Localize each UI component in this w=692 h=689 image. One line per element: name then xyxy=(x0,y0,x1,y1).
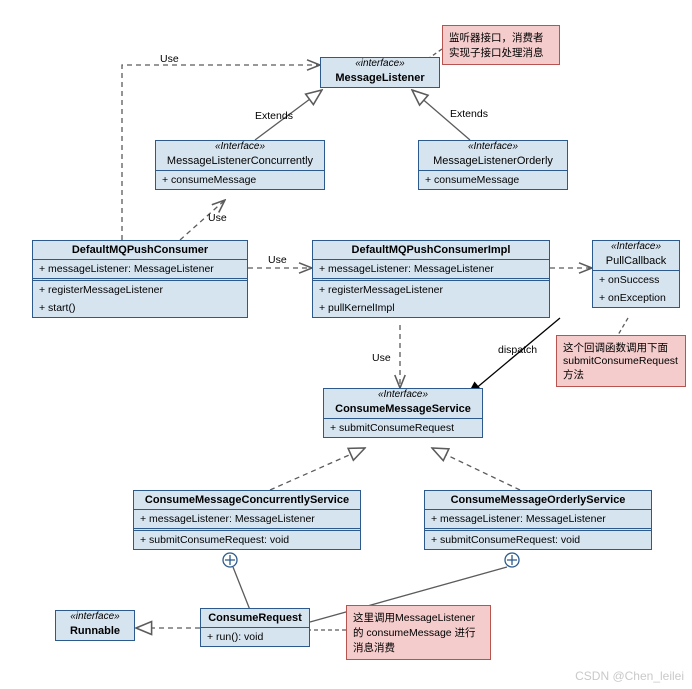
class-title: MessageListener xyxy=(321,69,439,87)
class-message-listener: «interface» MessageListener xyxy=(320,57,440,88)
method-label: + submitConsumeRequest xyxy=(324,419,482,437)
class-pull-callback: «Interface» PullCallback + onSuccess + o… xyxy=(592,240,680,308)
method-label: + onSuccess xyxy=(593,271,679,289)
edge-label-use: Use xyxy=(160,53,179,65)
class-title: MessageListenerConcurrently xyxy=(156,152,324,170)
class-title: DefaultMQPushConsumerImpl xyxy=(313,241,549,259)
edge-label-dispatch: dispatch xyxy=(498,344,537,356)
note-callback: 这个回调函数调用下面 submitConsumeRequest 方法 xyxy=(556,335,686,387)
note-text: 这里调用MessageListener 的 consumeMessage 进行消… xyxy=(353,612,476,654)
class-title: ConsumeMessageService xyxy=(324,400,482,418)
class-runnable: «interface» Runnable xyxy=(55,610,135,641)
method-label: + submitConsumeRequest: void xyxy=(134,531,360,549)
class-title: PullCallback xyxy=(593,252,679,270)
method-label: + registerMessageListener xyxy=(33,281,247,299)
class-consume-request: ConsumeRequest + run(): void xyxy=(200,608,310,647)
attr-label: + messageListener: MessageListener xyxy=(33,260,247,278)
attr-label: + messageListener: MessageListener xyxy=(313,260,549,278)
method-label: + submitConsumeRequest: void xyxy=(425,531,651,549)
method-label: + consumeMessage xyxy=(156,171,324,189)
class-title: Runnable xyxy=(56,622,134,640)
attr-label: + messageListener: MessageListener xyxy=(425,510,651,528)
stereotype-label: «Interface» xyxy=(156,141,324,152)
stereotype-label: «Interface» xyxy=(324,389,482,400)
stereotype-label: «Interface» xyxy=(419,141,567,152)
note-listener: 监听器接口，消费者实现子接口处理消息 xyxy=(442,25,560,65)
watermark: CSDN @Chen_leilei xyxy=(575,669,684,683)
edge-label-extends: Extends xyxy=(450,108,488,120)
note-text: 这个回调函数调用下面 submitConsumeRequest 方法 xyxy=(563,342,678,381)
class-consume-service: «Interface» ConsumeMessageService + subm… xyxy=(323,388,483,438)
class-title: ConsumeRequest xyxy=(201,609,309,627)
stereotype-label: «Interface» xyxy=(593,241,679,252)
stereotype-label: «interface» xyxy=(321,58,439,69)
note-text: 监听器接口，消费者实现子接口处理消息 xyxy=(449,32,544,59)
class-title: DefaultMQPushConsumer xyxy=(33,241,247,259)
class-cms-orderly: ConsumeMessageOrderlyService + messageLi… xyxy=(424,490,652,550)
stereotype-label: «interface» xyxy=(56,611,134,622)
edge-label-use: Use xyxy=(268,254,287,266)
class-push-consumer: DefaultMQPushConsumer + messageListener:… xyxy=(32,240,248,318)
method-label: + start() xyxy=(33,299,247,317)
class-title: ConsumeMessageOrderlyService xyxy=(425,491,651,509)
method-label: + consumeMessage xyxy=(419,171,567,189)
note-consume: 这里调用MessageListener 的 consumeMessage 进行消… xyxy=(346,605,491,660)
method-label: + registerMessageListener xyxy=(313,281,549,299)
class-title: MessageListenerOrderly xyxy=(419,152,567,170)
method-label: + pullKernelImpl xyxy=(313,299,549,317)
attr-label: + messageListener: MessageListener xyxy=(134,510,360,528)
method-label: + run(): void xyxy=(201,628,309,646)
class-title: ConsumeMessageConcurrentlyService xyxy=(134,491,360,509)
method-label: + onException xyxy=(593,289,679,307)
edge-label-use: Use xyxy=(372,352,391,364)
edge-label-use: Use xyxy=(208,212,227,224)
class-ml-concurrently: «Interface» MessageListenerConcurrently … xyxy=(155,140,325,190)
class-push-consumer-impl: DefaultMQPushConsumerImpl + messageListe… xyxy=(312,240,550,318)
edge-label-extends: Extends xyxy=(255,110,293,122)
class-cms-concurrently: ConsumeMessageConcurrentlyService + mess… xyxy=(133,490,361,550)
class-ml-orderly: «Interface» MessageListenerOrderly + con… xyxy=(418,140,568,190)
